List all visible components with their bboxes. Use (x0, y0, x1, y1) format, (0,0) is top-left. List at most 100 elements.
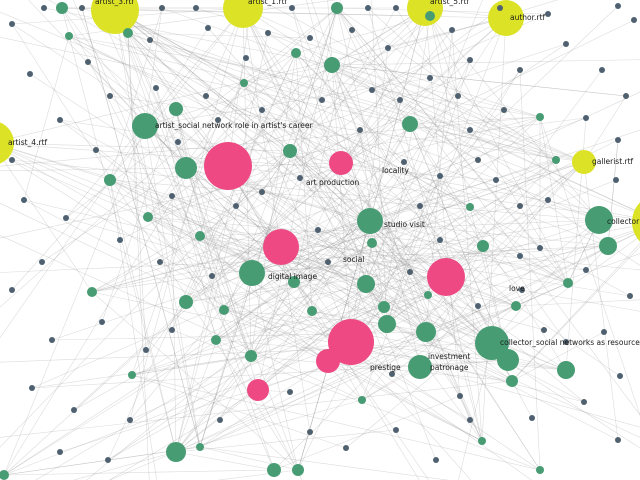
concept-node-c-e[interactable] (104, 174, 116, 186)
term-node-t-60[interactable] (315, 227, 321, 233)
term-node-t-53[interactable] (613, 177, 619, 183)
concept-node-c-ag[interactable] (511, 301, 521, 311)
term-node-t-67[interactable] (287, 389, 293, 395)
concept-node-c-a[interactable] (324, 57, 340, 73)
term-node-t-69[interactable] (457, 393, 463, 399)
term-node-t-17[interactable] (455, 93, 461, 99)
concept-node-c-q[interactable] (245, 350, 257, 362)
concept-node-c-v[interactable] (291, 48, 301, 58)
term-node-t-57[interactable] (417, 203, 423, 209)
term-node-t-4[interactable] (205, 25, 211, 31)
term-node-t-6[interactable] (307, 35, 313, 41)
term-node-t-42[interactable] (467, 417, 473, 423)
concept-node-c-u[interactable] (425, 11, 435, 21)
term-node-t-10[interactable] (467, 57, 473, 63)
concept-node-c-b[interactable] (169, 102, 183, 116)
concept-node-c-di[interactable] (239, 260, 265, 286)
term-node-t-85[interactable] (41, 5, 47, 11)
term-node-t-28[interactable] (117, 237, 123, 243)
term-node-t-70[interactable] (519, 287, 525, 293)
term-node-t-9[interactable] (449, 27, 455, 33)
concept-node-c-o[interactable] (288, 276, 300, 288)
term-node-t-21[interactable] (259, 107, 265, 113)
concept-node-c-ab[interactable] (143, 212, 153, 222)
term-node-t-80[interactable] (9, 157, 15, 163)
concept-node-c-ao[interactable] (196, 443, 204, 451)
term-node-t-66[interactable] (143, 347, 149, 353)
term-node-t-12[interactable] (563, 41, 569, 47)
concept-node-c-n[interactable] (179, 295, 193, 309)
term-node-t-61[interactable] (325, 259, 331, 265)
concept-node-c-y[interactable] (563, 278, 573, 288)
concept-node-c-af[interactable] (358, 396, 366, 404)
theme-node-theme-artist-network[interactable] (204, 142, 252, 190)
term-node-t-24[interactable] (57, 117, 63, 123)
concept-node-c-ah[interactable] (128, 371, 136, 379)
concept-node-c-r[interactable] (211, 335, 221, 345)
concept-node-c-m[interactable] (292, 464, 304, 476)
term-node-t-86[interactable] (497, 5, 503, 11)
term-node-t-78[interactable] (203, 93, 209, 99)
theme-node-theme-investment[interactable] (316, 349, 340, 373)
term-node-t-81[interactable] (9, 287, 15, 293)
term-node-t-25[interactable] (21, 197, 27, 203)
concept-node-c-z[interactable] (536, 113, 544, 121)
theme-node-theme-prestige[interactable] (328, 319, 374, 365)
concept-node-c-s[interactable] (56, 2, 68, 14)
theme-node-theme-digital-image[interactable] (263, 229, 299, 265)
concept-node-c-social[interactable] (357, 275, 375, 293)
term-node-t-93[interactable] (393, 5, 399, 11)
concept-node-c-h[interactable] (497, 349, 519, 371)
term-node-t-52[interactable] (545, 197, 551, 203)
concept-node-c-t[interactable] (331, 2, 343, 14)
term-node-t-18[interactable] (427, 75, 433, 81)
term-node-t-71[interactable] (541, 327, 547, 333)
term-node-t-5[interactable] (265, 30, 271, 36)
term-node-t-58[interactable] (437, 237, 443, 243)
term-node-t-74[interactable] (467, 127, 473, 133)
term-node-t-98[interactable] (243, 55, 249, 61)
concept-node-c-an[interactable] (65, 32, 73, 40)
term-node-t-56[interactable] (401, 159, 407, 165)
term-node-t-55[interactable] (437, 173, 443, 179)
term-node-t-50[interactable] (517, 203, 523, 209)
document-node-doc-gallerist[interactable] (572, 150, 596, 174)
term-node-t-43[interactable] (529, 415, 535, 421)
term-node-t-16[interactable] (501, 107, 507, 113)
document-node-doc-artist-4[interactable] (0, 121, 14, 165)
concept-node-c-sv[interactable] (357, 208, 383, 234)
term-node-t-8[interactable] (385, 45, 391, 51)
concept-node-c-aa[interactable] (195, 231, 205, 241)
concept-node-c-aj[interactable] (552, 156, 560, 164)
concept-node-c-al[interactable] (466, 203, 474, 211)
term-node-t-76[interactable] (297, 175, 303, 181)
concept-node-c-ar[interactable] (536, 466, 544, 474)
term-node-t-87[interactable] (545, 11, 551, 17)
term-node-t-90[interactable] (193, 5, 199, 11)
term-node-t-62[interactable] (233, 203, 239, 209)
term-node-t-1[interactable] (85, 59, 91, 65)
term-node-t-72[interactable] (563, 339, 569, 345)
concept-node-c-ak[interactable] (87, 287, 97, 297)
concept-node-c-coll2[interactable] (599, 237, 617, 255)
term-node-t-97[interactable] (397, 97, 403, 103)
document-node-doc-artist-1[interactable] (223, 0, 263, 28)
concept-node-c-ad[interactable] (219, 305, 229, 315)
concept-node-c-x[interactable] (477, 240, 489, 252)
term-node-t-45[interactable] (615, 437, 621, 443)
term-node-t-84[interactable] (9, 21, 15, 27)
term-node-t-89[interactable] (159, 5, 165, 11)
term-node-t-33[interactable] (71, 407, 77, 413)
term-node-t-82[interactable] (617, 373, 623, 379)
concept-node-c-w[interactable] (123, 28, 133, 38)
term-node-t-100[interactable] (107, 93, 113, 99)
term-node-t-3[interactable] (147, 37, 153, 43)
term-node-t-77[interactable] (259, 189, 265, 195)
term-node-t-79[interactable] (93, 147, 99, 153)
term-node-t-51[interactable] (493, 177, 499, 183)
term-node-t-46[interactable] (601, 329, 607, 335)
document-node-doc-artist-3[interactable] (91, 0, 139, 34)
concept-node-c-l[interactable] (267, 463, 281, 477)
concept-node-c-j[interactable] (506, 375, 518, 387)
term-node-t-75[interactable] (357, 127, 363, 133)
